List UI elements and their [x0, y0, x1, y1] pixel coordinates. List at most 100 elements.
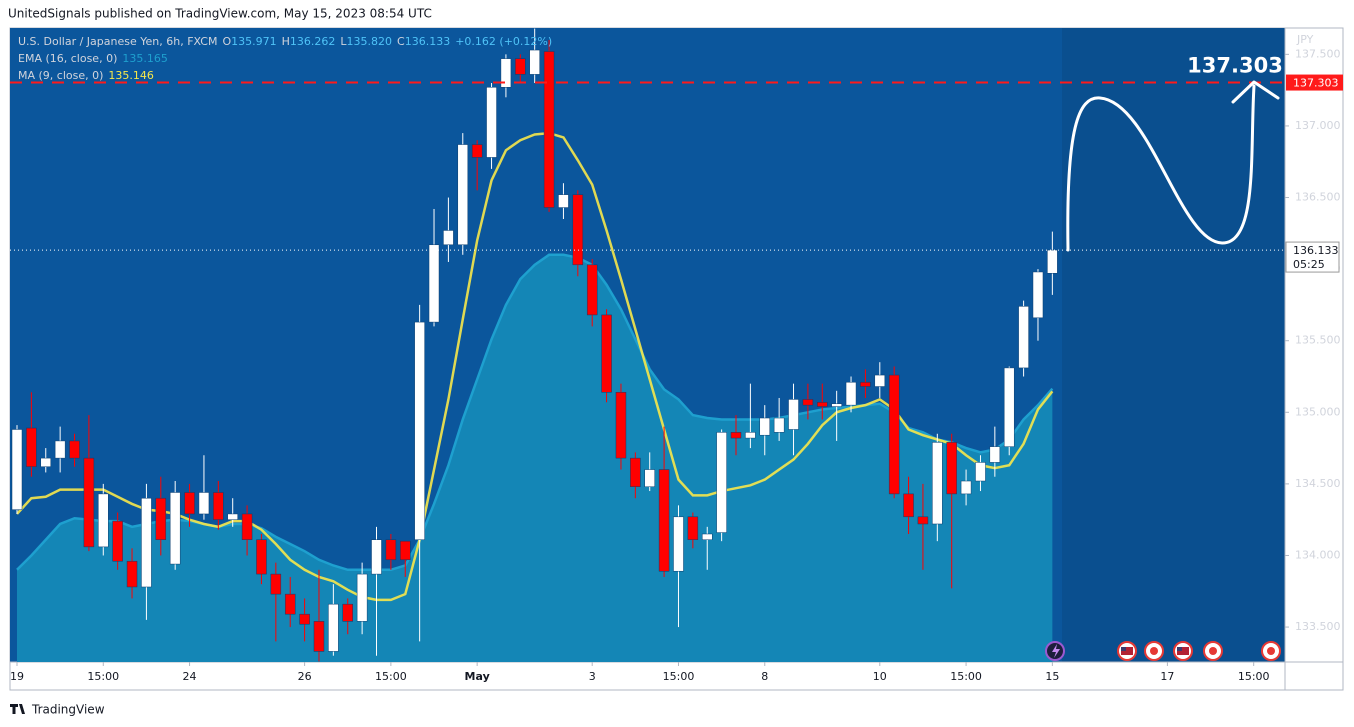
y-tick-label: 136.500 — [1295, 191, 1341, 204]
candle-body — [759, 417, 771, 436]
candle-body — [342, 603, 353, 622]
x-tick-label: 24 — [183, 670, 197, 683]
candle-body — [687, 516, 699, 540]
candle-body — [529, 49, 540, 75]
candle-body — [443, 230, 454, 246]
x-tick-label: 10 — [873, 670, 887, 683]
candle-body — [1018, 306, 1029, 369]
candle-body — [126, 560, 138, 588]
change: +0.162 (+0.12%) — [455, 35, 552, 48]
candle-body — [69, 440, 80, 459]
x-tick-label: 8 — [761, 670, 768, 683]
candle-body — [500, 58, 512, 88]
candle-body — [572, 194, 584, 266]
x-tick-label: 17 — [1160, 670, 1174, 683]
projection-arrowhead — [1231, 80, 1280, 104]
candle-body — [860, 381, 871, 387]
candle-body — [400, 540, 411, 561]
legend-value: 135.165 — [122, 52, 168, 65]
x-tick-label: 15:00 — [87, 670, 119, 683]
ema-area — [17, 254, 1053, 662]
target-annotation: 137.303 — [1187, 54, 1283, 78]
candle-body — [198, 492, 210, 515]
ohlc-key: H — [282, 35, 290, 48]
candle-body — [1047, 249, 1058, 274]
candle-body — [11, 429, 23, 510]
candle-body — [932, 442, 943, 525]
candle-body — [356, 573, 368, 622]
candle-body — [213, 492, 224, 520]
candle-body — [845, 381, 857, 406]
legend-item: EMA (16, close, 0)​135.165​ — [18, 52, 168, 65]
x-tick-label: 19 — [10, 670, 24, 683]
candle-body — [385, 539, 397, 561]
candle-body — [241, 513, 253, 540]
price-label: 136.133 — [1293, 244, 1339, 257]
candle-body — [802, 399, 814, 406]
x-tick-label: 26 — [298, 670, 312, 683]
candle-body — [515, 58, 526, 75]
y-tick-label: 134.500 — [1295, 477, 1341, 490]
y-tick-label: 137.000 — [1295, 119, 1341, 132]
candle-body — [888, 374, 900, 495]
candle-body — [371, 539, 382, 575]
plot-layer: 137.303 — [10, 28, 1285, 662]
candle-body — [946, 442, 957, 495]
candle-body — [1003, 367, 1015, 447]
ohlc-value: 135.971 — [231, 35, 277, 48]
candle-body — [644, 469, 655, 487]
candle-body — [543, 51, 555, 208]
candle-body — [40, 457, 52, 467]
footer: TradingView — [31, 703, 105, 717]
candle-body — [874, 374, 886, 387]
candle-body — [270, 573, 282, 595]
ohlc-key: L — [340, 35, 347, 48]
candle-body — [471, 144, 483, 158]
ohlc-value: 136.133 — [405, 35, 451, 48]
y-tick-label: 134.000 — [1295, 548, 1341, 561]
candle-body — [586, 264, 598, 316]
ohlc-key: O — [222, 35, 231, 48]
candle-body — [817, 402, 828, 407]
y-tick-label: 133.500 — [1295, 620, 1341, 633]
candle-body — [328, 603, 339, 652]
candle-body — [975, 462, 986, 482]
candle-body — [903, 493, 914, 518]
candle-body — [227, 513, 238, 520]
x-tick-label: 15:00 — [375, 670, 407, 683]
candle-body — [773, 417, 785, 433]
x-tick-label: 3 — [589, 670, 596, 683]
candle-body — [831, 403, 842, 407]
candle-body — [486, 87, 497, 158]
candle-body — [256, 539, 267, 575]
price-box — [1285, 241, 1340, 273]
candle-body — [184, 492, 195, 515]
y-tick-label: 137.500 — [1295, 47, 1341, 60]
candle-body — [601, 314, 612, 393]
candle-body — [673, 516, 684, 572]
candle-body — [54, 440, 66, 459]
ohlc-value: 136.262 — [290, 35, 336, 48]
candle-body — [917, 516, 929, 525]
candle-body — [26, 427, 37, 467]
candle-body — [658, 469, 670, 572]
x-tick-label: May — [465, 670, 490, 683]
projection-curve — [1066, 84, 1256, 252]
candle-body — [716, 432, 727, 533]
candle-body — [1032, 271, 1044, 319]
candle-body — [630, 457, 641, 487]
candle-body — [155, 497, 167, 540]
y-tick-label: 135.500 — [1295, 334, 1341, 347]
candle-body — [83, 457, 95, 548]
target-price-label: 137.303 — [1293, 77, 1339, 90]
candle-body — [169, 492, 181, 565]
candle-body — [428, 244, 440, 323]
candle-body — [284, 593, 296, 615]
candle-body — [112, 520, 123, 562]
ohlc-key: C — [397, 35, 405, 48]
candle-body — [558, 194, 569, 208]
candle-body — [745, 432, 756, 439]
x-tick-label: 15 — [1045, 670, 1059, 683]
ohlc-value: 135.820 — [347, 35, 393, 48]
x-tick-label: 15:00 — [950, 670, 982, 683]
